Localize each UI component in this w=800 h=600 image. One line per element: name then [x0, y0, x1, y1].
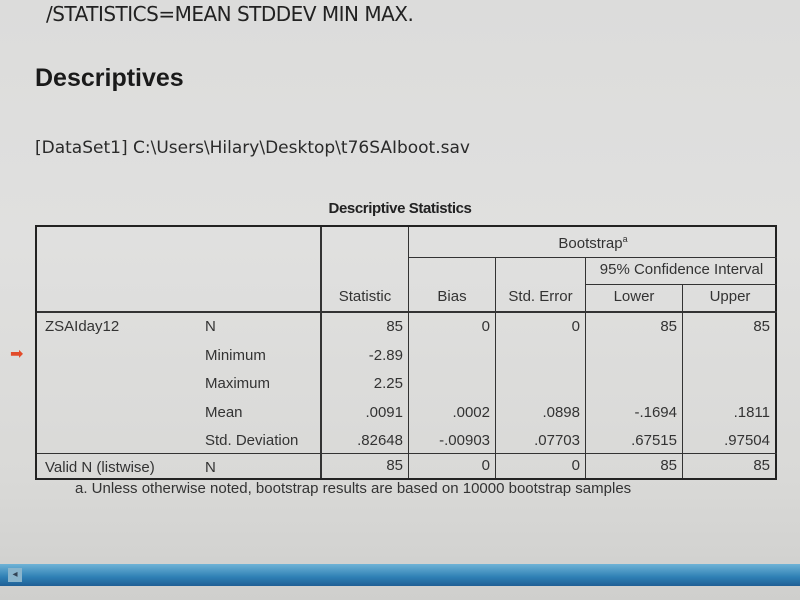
table-title[interactable]: Descriptive Statistics [328, 200, 472, 217]
table-cell: 2.25 [373, 375, 403, 392]
valid-n-label: Valid N (listwise) [45, 459, 155, 476]
stat-label: Minimum [205, 346, 266, 364]
syntax-line: /STATISTICS=MEAN STDDEV MIN MAX. [46, 2, 414, 26]
col-header-lower: Lower [613, 288, 655, 305]
bootstrap-header: Bootstrapa [558, 234, 628, 252]
stat-label: Maximum [205, 375, 271, 392]
table-cell: 85 [660, 318, 677, 335]
variable-label: ZSAIday12 [45, 318, 120, 335]
current-item-arrow-icon: ➡ [10, 344, 24, 363]
table-footnote: a. Unless otherwise noted, bootstrap res… [75, 480, 632, 497]
table-cell: -2.89 [368, 346, 403, 364]
table-cell: 85 [386, 457, 403, 474]
table-cell: 85 [660, 457, 677, 474]
col-header-upper: Upper [709, 288, 751, 305]
table-cell: 0 [481, 318, 490, 335]
col-header-bias: Bias [437, 288, 467, 305]
scroll-left-arrow-icon[interactable]: ◂ [8, 568, 22, 582]
stat-label: N [205, 318, 216, 335]
descriptive-statistics-table[interactable]: Bootstrapa 95% Confidence Interval Stati… [35, 225, 777, 480]
table-cell: 0 [571, 318, 580, 335]
table-cell: 85 [753, 318, 770, 335]
valid-n-stat: N [205, 459, 216, 476]
ci-header: 95% Confidence Interval [599, 261, 764, 278]
table-cell: -.00903 [439, 432, 490, 449]
table-cell: .07703 [534, 432, 580, 449]
table-cell: .0091 [365, 403, 403, 421]
table-cell: 0 [481, 457, 490, 474]
table-cell: 85 [753, 457, 770, 474]
col-header-statistic: Statistic [338, 288, 392, 305]
table-cell: .67515 [631, 432, 677, 449]
stat-label: Mean [205, 403, 243, 421]
table-cell: 85 [386, 318, 403, 335]
section-heading: Descriptives [35, 64, 184, 92]
table-cell: .0898 [542, 403, 580, 421]
horizontal-scrollbar[interactable]: ◂ [0, 564, 800, 586]
col-header-std-error: Std. Error [508, 288, 573, 305]
table-cell: .0002 [452, 403, 490, 421]
table-cell: -.1694 [634, 403, 677, 421]
table-cell: .97504 [724, 432, 770, 449]
dataset-path: [DataSet1] C:\Users\Hilary\Desktop\t76SA… [35, 138, 470, 158]
table-cell: .1811 [733, 403, 770, 421]
stat-label: Std. Deviation [205, 432, 299, 449]
table-cell: .82648 [357, 432, 403, 449]
table-cell: 0 [571, 457, 580, 474]
